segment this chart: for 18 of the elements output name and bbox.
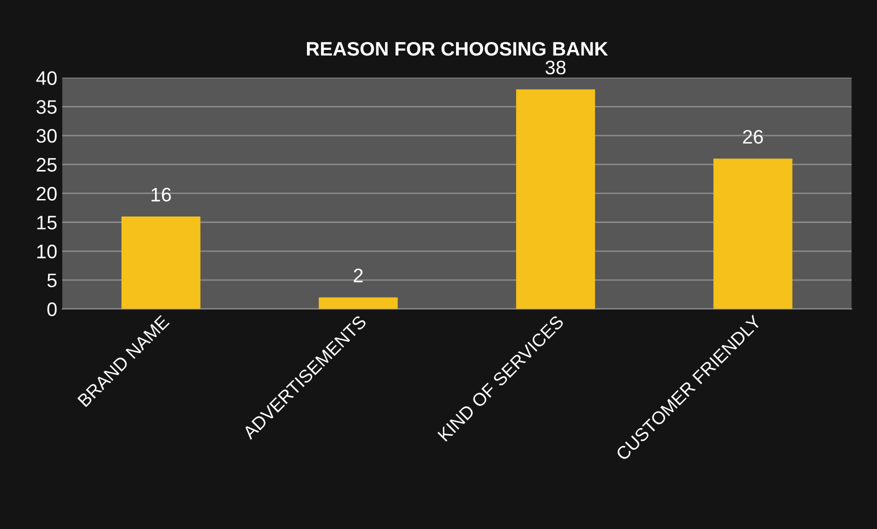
data-label: 2 xyxy=(354,268,363,282)
y-tick-label: 40 xyxy=(36,71,57,85)
bar xyxy=(713,158,792,309)
y-tick-label: 25 xyxy=(36,158,57,172)
bar xyxy=(318,297,398,309)
y-tick-label: 0 xyxy=(47,302,57,316)
y-tick-label: 30 xyxy=(36,129,57,143)
y-tick-label: 20 xyxy=(36,186,57,201)
data-label: 38 xyxy=(546,60,566,74)
y-tick-label: 35 xyxy=(36,100,57,114)
bar xyxy=(516,89,596,309)
chart-title: REASON FOR CHOOSING BANK xyxy=(306,42,608,56)
y-tick-label: 10 xyxy=(37,244,57,258)
bar xyxy=(121,216,200,309)
y-tick-label: 5 xyxy=(47,274,57,288)
y-tick-label: 15 xyxy=(37,216,57,230)
data-label: 16 xyxy=(152,188,171,202)
data-label: 26 xyxy=(743,130,763,144)
